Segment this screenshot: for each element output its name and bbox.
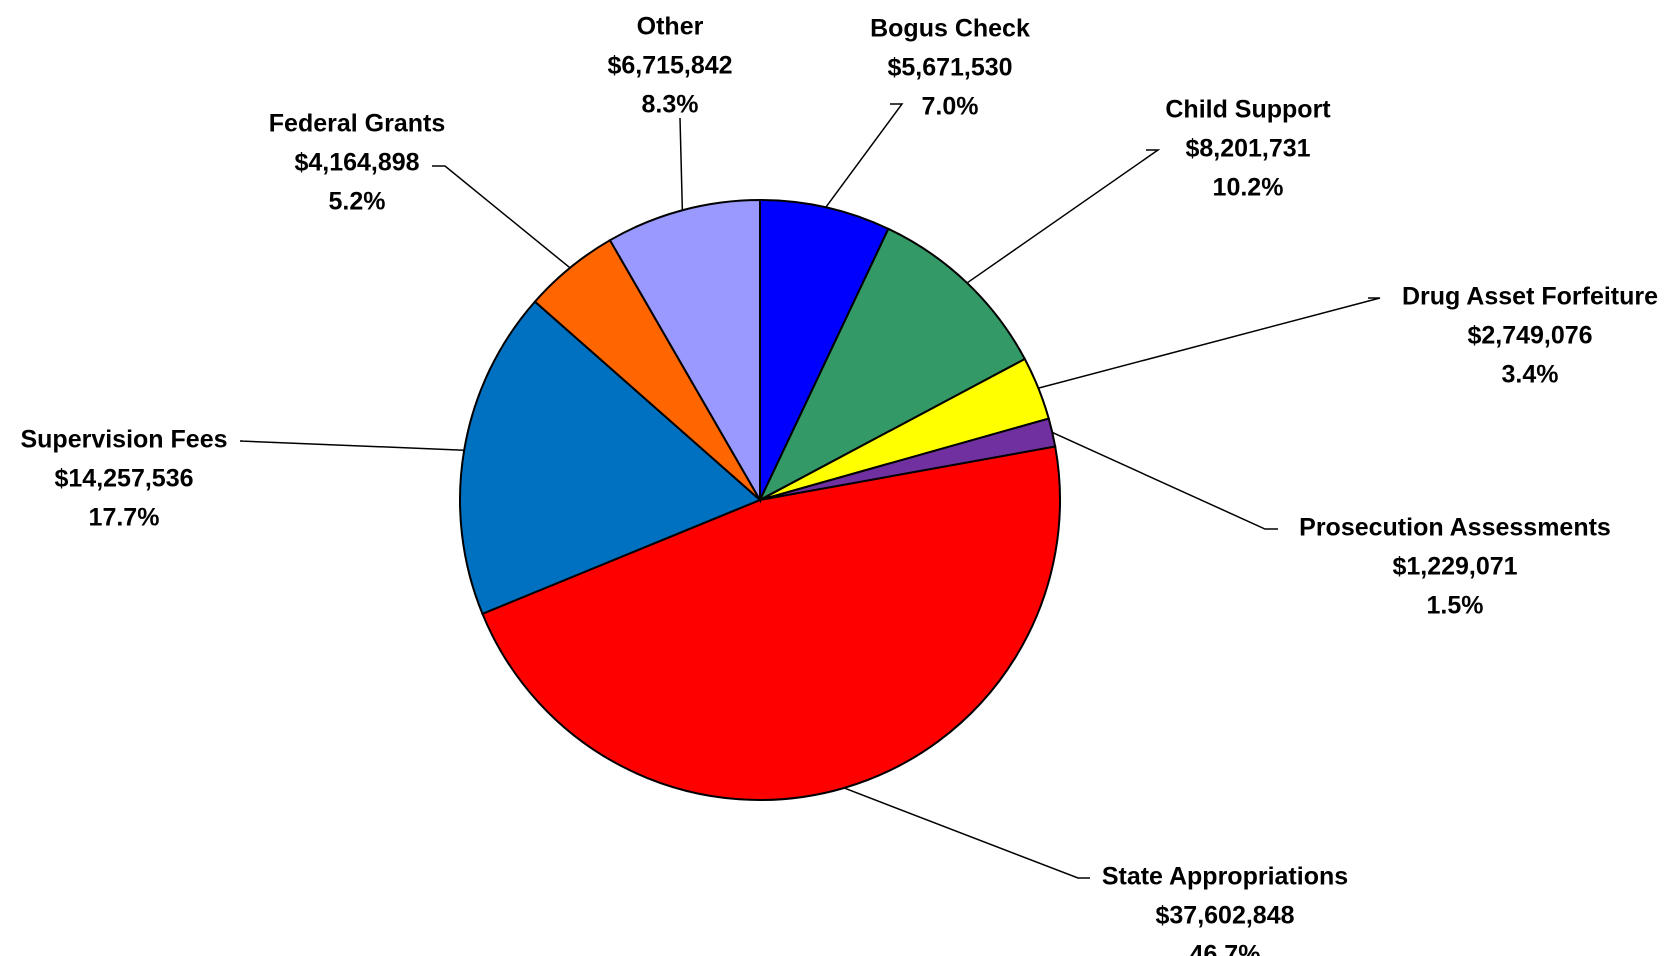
slices-layer bbox=[459, 198, 1061, 801]
slice-label-state-appropriations: State Appropriations bbox=[1102, 863, 1348, 891]
slice-percent-other: 8.3% bbox=[642, 91, 699, 119]
slice-value-child-support: $8,201,731 bbox=[1185, 135, 1310, 163]
slice-label-drug-asset-forfeiture: Drug Asset Forfeiture bbox=[1402, 283, 1658, 311]
leader-lines-layer bbox=[239, 103, 1381, 879]
slice-label-other: Other bbox=[637, 13, 704, 41]
slice-value-bogus-check: $5,671,530 bbox=[887, 54, 1012, 82]
slice-value-other: $6,715,842 bbox=[607, 52, 732, 80]
slice-value-state-appropriations: $37,602,848 bbox=[1155, 902, 1294, 930]
leader-line-bogus-check bbox=[825, 103, 904, 208]
slice-percent-child-support: 10.2% bbox=[1213, 174, 1284, 202]
slice-value-federal-grants: $4,164,898 bbox=[294, 149, 419, 177]
leader-line-state-appropriations bbox=[843, 787, 1090, 879]
leader-line-other bbox=[679, 117, 684, 211]
pie-slice-bogus-check bbox=[759, 198, 890, 501]
pie-slice-child-support bbox=[757, 227, 1027, 503]
labels-layer: Bogus Check $5,671,530 7.0% Child Support $8… bbox=[20, 13, 1658, 956]
slice-label-prosecution-assessments: Prosecution Assessments bbox=[1299, 514, 1611, 542]
leader-line-federal-grants bbox=[432, 165, 571, 269]
slice-percent-bogus-check: 7.0% bbox=[922, 93, 979, 121]
slice-label-child-support: Child Support bbox=[1165, 96, 1331, 124]
pie-slice-state-appropriations bbox=[481, 445, 1061, 801]
slice-percent-drug-asset-forfeiture: 3.4% bbox=[1502, 361, 1559, 389]
slice-label-federal-grants: Federal Grants bbox=[269, 110, 445, 138]
slice-percent-federal-grants: 5.2% bbox=[329, 188, 386, 216]
slice-label-bogus-check: Bogus Check bbox=[870, 15, 1030, 43]
leader-line-child-support bbox=[966, 149, 1161, 284]
leader-line-drug-asset-forfeiture bbox=[1038, 297, 1381, 389]
slice-percent-state-appropriations: 46.7% bbox=[1190, 941, 1261, 956]
slice-value-prosecution-assessments: $1,229,071 bbox=[1392, 553, 1517, 581]
leader-line-supervision-fees bbox=[239, 440, 465, 451]
slice-percent-prosecution-assessments: 1.5% bbox=[1427, 592, 1484, 620]
slice-value-supervision-fees: $14,257,536 bbox=[54, 465, 193, 493]
slice-value-drug-asset-forfeiture: $2,749,076 bbox=[1467, 322, 1592, 350]
pie-slice-other bbox=[608, 198, 761, 504]
slice-label-supervision-fees: Supervision Fees bbox=[20, 426, 227, 454]
slice-percent-supervision-fees: 17.7% bbox=[89, 504, 160, 532]
leader-line-prosecution-assessments bbox=[1051, 431, 1278, 530]
